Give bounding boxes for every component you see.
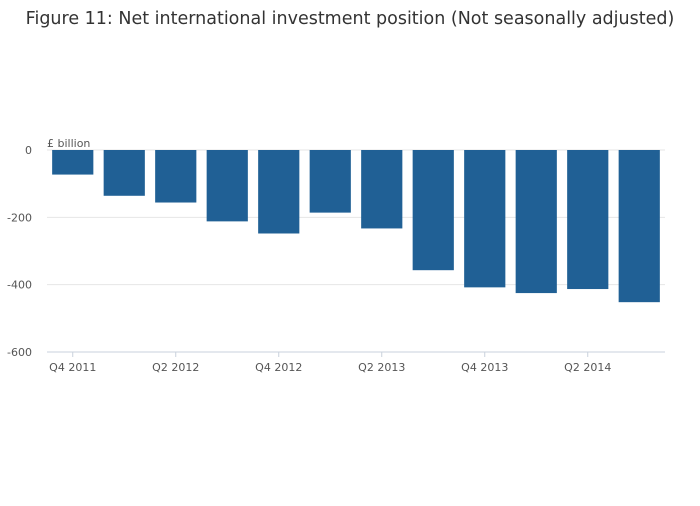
y-tick-label: 0 xyxy=(25,144,32,157)
bar-q3-2012[interactable] xyxy=(206,150,248,222)
y-axis-label: £ billion xyxy=(47,137,90,150)
x-tick-label: Q2 2012 xyxy=(152,361,199,374)
x-tick-label: Q4 2011 xyxy=(49,361,96,374)
bar-q1-2014[interactable] xyxy=(515,150,557,294)
bars xyxy=(52,150,660,303)
bar-q3-2013[interactable] xyxy=(412,150,454,271)
y-tick-label: -400 xyxy=(7,279,32,292)
x-axis-ticks: Q4 2011 Q2 2012 Q4 2012 Q2 2013 Q4 2013 Q2 20… xyxy=(49,352,611,374)
bar-q1-2013[interactable] xyxy=(309,150,351,213)
bar-q2-2012[interactable] xyxy=(155,150,197,203)
bar-q4-2011[interactable] xyxy=(52,150,94,175)
x-tick-label: Q4 2013 xyxy=(461,361,508,374)
y-tick-label: -200 xyxy=(7,211,32,224)
y-axis-ticks: 0 -200 -400 -600 xyxy=(7,144,32,359)
gridlines xyxy=(47,149,665,286)
x-tick-label: Q2 2014 xyxy=(564,361,611,374)
bar-q4-2013[interactable] xyxy=(464,150,506,288)
y-tick-label: -600 xyxy=(7,346,32,359)
x-tick-label: Q4 2012 xyxy=(255,361,302,374)
bar-q2-2013[interactable] xyxy=(361,150,403,229)
chart-title: Figure 11: Net international investment … xyxy=(26,9,675,29)
bar-q1-2012[interactable] xyxy=(103,150,145,196)
x-tick-label: Q2 2013 xyxy=(358,361,405,374)
bar-q4-2012[interactable] xyxy=(258,150,300,234)
bar-q3-2014[interactable] xyxy=(618,150,660,303)
bar-q2-2014[interactable] xyxy=(567,150,609,290)
